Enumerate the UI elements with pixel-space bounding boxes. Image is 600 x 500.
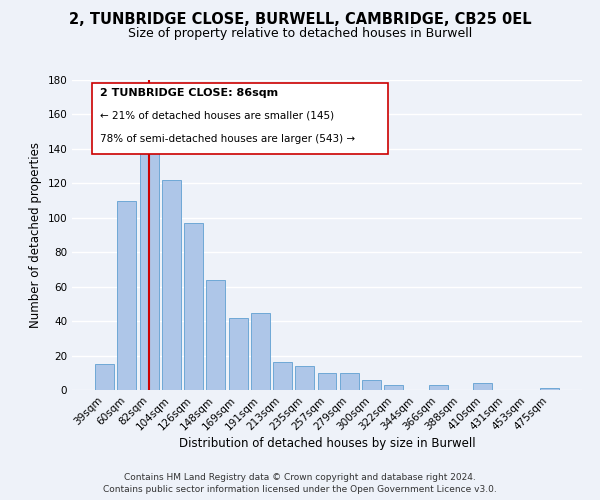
- Bar: [384, 385, 403, 390]
- Bar: [473, 383, 492, 390]
- Text: ← 21% of detached houses are smaller (145): ← 21% of detached houses are smaller (14…: [100, 111, 334, 121]
- Y-axis label: Number of detached properties: Number of detached properties: [29, 142, 42, 328]
- Bar: [206, 280, 225, 390]
- FancyBboxPatch shape: [92, 83, 388, 154]
- Bar: [540, 388, 559, 390]
- Bar: [429, 385, 448, 390]
- Bar: [184, 223, 203, 390]
- Text: Size of property relative to detached houses in Burwell: Size of property relative to detached ho…: [128, 28, 472, 40]
- Bar: [162, 180, 181, 390]
- Bar: [295, 366, 314, 390]
- Text: Contains public sector information licensed under the Open Government Licence v3: Contains public sector information licen…: [103, 485, 497, 494]
- Text: 78% of semi-detached houses are larger (543) →: 78% of semi-detached houses are larger (…: [100, 134, 355, 144]
- Bar: [273, 362, 292, 390]
- Bar: [362, 380, 381, 390]
- Text: 2, TUNBRIDGE CLOSE, BURWELL, CAMBRIDGE, CB25 0EL: 2, TUNBRIDGE CLOSE, BURWELL, CAMBRIDGE, …: [68, 12, 532, 28]
- Bar: [317, 373, 337, 390]
- Text: Contains HM Land Registry data © Crown copyright and database right 2024.: Contains HM Land Registry data © Crown c…: [124, 472, 476, 482]
- Text: 2 TUNBRIDGE CLOSE: 86sqm: 2 TUNBRIDGE CLOSE: 86sqm: [100, 88, 278, 98]
- X-axis label: Distribution of detached houses by size in Burwell: Distribution of detached houses by size …: [179, 438, 475, 450]
- Bar: [229, 318, 248, 390]
- Bar: [95, 364, 114, 390]
- Bar: [118, 200, 136, 390]
- Bar: [140, 149, 158, 390]
- Bar: [340, 373, 359, 390]
- Bar: [251, 312, 270, 390]
